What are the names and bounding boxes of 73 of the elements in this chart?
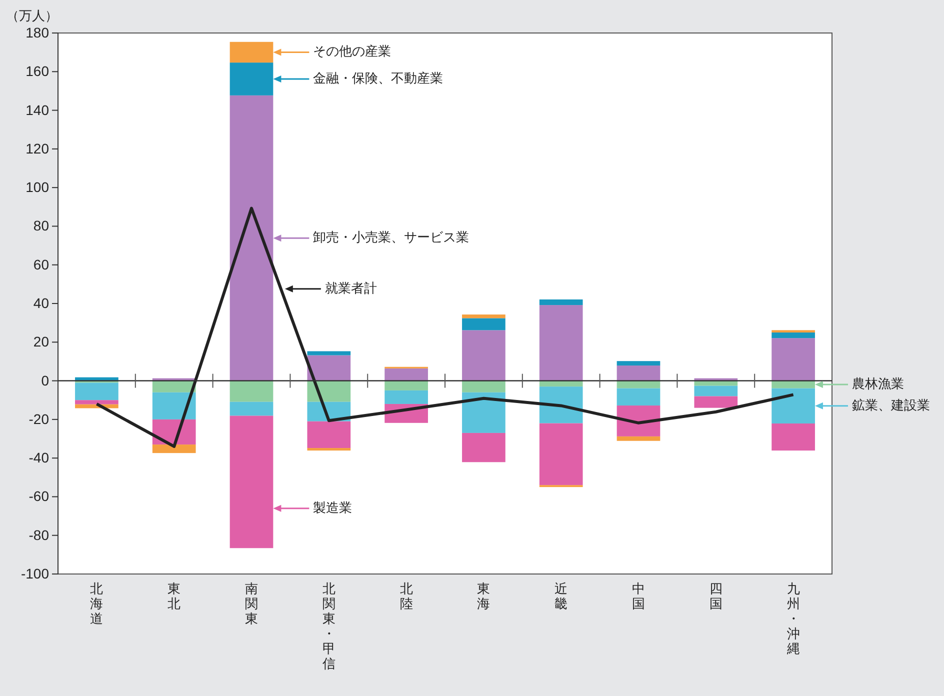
bar (230, 95, 274, 381)
y-tick-label: -80 (28, 526, 50, 543)
legend-label: その他の産業 (313, 44, 392, 60)
bar (616, 361, 660, 366)
y-tick-label: 40 (33, 294, 50, 311)
bar (307, 380, 351, 402)
legend-label: 農林漁業 (852, 377, 904, 392)
x-tick-label: 北陸 (400, 582, 413, 612)
bar (230, 402, 274, 416)
bar (539, 386, 583, 424)
bar (616, 406, 660, 436)
bar (384, 380, 428, 390)
bar (384, 390, 428, 404)
bar (772, 423, 815, 451)
x-tick-label: 南関東 (245, 582, 258, 627)
y-tick-label: -100 (20, 565, 50, 582)
legend-label: 就業者計 (324, 281, 377, 296)
x-tick-label: 東北 (168, 582, 181, 612)
x-tick-label: 九州・沖縄 (786, 582, 800, 657)
bar (152, 392, 196, 420)
line-series (95, 206, 795, 448)
bar (75, 382, 118, 400)
bar (230, 42, 274, 63)
legend-label: 卸売・小売業、サービス業 (313, 230, 470, 246)
y-tick-label: 0 (41, 372, 50, 388)
bar (462, 314, 506, 318)
bar (462, 318, 506, 330)
bar (616, 388, 660, 406)
bar (772, 332, 815, 338)
bar (307, 421, 351, 448)
y-tick-label: 20 (33, 334, 50, 350)
bar (616, 436, 660, 441)
bar (539, 423, 583, 486)
x-tick-label: 東海 (477, 582, 490, 612)
x-tick-label: 近畿 (554, 582, 568, 612)
y-tick-label: -20 (28, 410, 50, 427)
y-tick-label: 160 (26, 63, 50, 80)
bar (75, 400, 118, 404)
x-tick-label: 四国 (709, 582, 722, 612)
bar (539, 305, 583, 381)
bar (772, 388, 815, 424)
x-tick-label: 北関東・甲信 (322, 582, 336, 672)
bar (772, 338, 815, 381)
bar (152, 444, 196, 454)
bar (462, 330, 506, 381)
bar (616, 366, 660, 381)
bar (307, 448, 351, 451)
bar (694, 396, 738, 408)
bar (307, 351, 351, 356)
bar (307, 355, 351, 381)
y-tick-label: 120 (26, 140, 50, 156)
x-tick-label: 北海道 (90, 582, 104, 627)
y-axis-title: （万人） (6, 9, 58, 24)
y-tick-label: -60 (28, 488, 50, 504)
bar (462, 380, 506, 392)
legend-label: 金融・保険、不動産業 (313, 70, 444, 86)
bar (539, 299, 583, 306)
x-tick-label: 中国 (632, 582, 645, 612)
bar (230, 62, 274, 96)
bar (694, 386, 738, 396)
bar (230, 416, 274, 548)
y-tick-label: 180 (26, 24, 50, 40)
legend-label: 製造業 (313, 500, 352, 516)
bar (384, 368, 428, 381)
bar (462, 432, 506, 462)
y-tick-label: -40 (28, 450, 50, 466)
legend-label: 鉱業、建設業 (852, 398, 930, 414)
y-tick-label: 100 (26, 179, 50, 196)
y-tick-label: 140 (26, 102, 50, 118)
y-tick-label: 60 (33, 256, 50, 272)
bar (462, 392, 506, 433)
bar (230, 380, 274, 402)
y-tick-label: 80 (33, 218, 50, 234)
